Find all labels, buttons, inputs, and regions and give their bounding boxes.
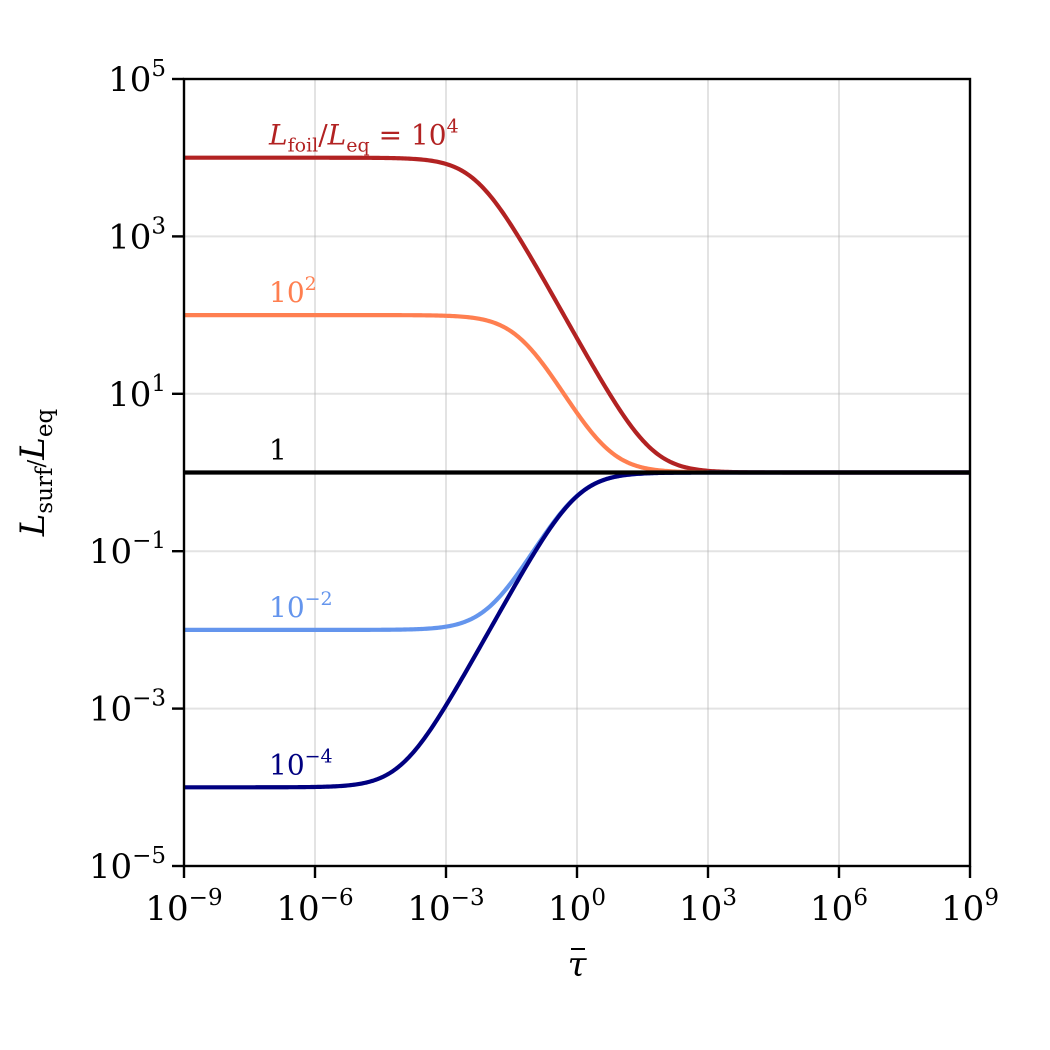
tick-exponent: 3	[151, 213, 166, 239]
label-part: 10	[269, 276, 305, 309]
tick-base: 10	[108, 60, 151, 100]
label-part: 4	[447, 116, 459, 138]
x-axis-label: τ	[568, 945, 588, 985]
tick-exponent: −3	[132, 686, 166, 712]
y-tick-label: 10−1	[89, 528, 166, 572]
label-part: L	[327, 119, 347, 152]
tick-base: 10	[679, 889, 722, 929]
x-tick-label: 10−9	[145, 885, 222, 929]
y-label-part: /	[24, 459, 50, 467]
series-label-3: 10−2	[269, 588, 333, 624]
x-tick-label: 10−3	[407, 885, 484, 929]
tick-exponent: 5	[151, 56, 166, 82]
y-axis-label: Lsurf/Leq	[13, 409, 58, 538]
tick-exponent: −9	[189, 885, 223, 911]
label-part: /	[318, 119, 328, 152]
series-layer	[183, 155, 971, 790]
tick-base: 10	[89, 532, 132, 572]
series-label-2: 1	[269, 434, 287, 467]
tick-exponent: 1	[151, 371, 166, 397]
x-axis: 10−9 10−6 10−3 100 103 106 109	[145, 866, 999, 929]
tick-exponent: −3	[451, 885, 485, 911]
tick-base: 10	[108, 217, 151, 257]
y-tick-label: 105	[108, 56, 166, 100]
tick-base: 10	[276, 889, 319, 929]
label-part: 2	[305, 273, 317, 295]
label-part: 10	[269, 748, 305, 781]
tick-exponent: 3	[722, 885, 737, 911]
tick-exponent: 0	[591, 885, 606, 911]
label-part: = 10	[370, 119, 447, 152]
tick-exponent: −5	[132, 843, 166, 869]
y-tick-label: 10−3	[89, 686, 166, 730]
tick-base: 10	[145, 889, 188, 929]
series-label-0: Lfoil/Leq = 104	[268, 116, 459, 157]
label-part: 10	[269, 591, 305, 624]
y-tick-label: 101	[108, 371, 166, 415]
x-tick-label: 100	[548, 885, 606, 929]
label-part: −2	[305, 588, 333, 610]
tick-exponent: 6	[853, 885, 868, 911]
x-tick-label: 103	[679, 885, 737, 929]
tick-base: 10	[89, 690, 132, 730]
y-label-part: surf	[32, 466, 58, 514]
series-label-4: 10−4	[269, 745, 333, 781]
tick-exponent: 9	[984, 885, 999, 911]
tick-base: 10	[108, 375, 151, 415]
label-part: 1	[269, 434, 287, 467]
label-part: eq	[346, 135, 369, 157]
y-tick-label: 10−5	[89, 843, 166, 887]
series-label-1: 102	[269, 273, 317, 309]
tick-base: 10	[407, 889, 450, 929]
tick-base: 10	[548, 889, 591, 929]
x-tick-label: 106	[810, 885, 868, 929]
tick-exponent: −1	[132, 528, 166, 554]
y-label-part: L	[13, 437, 53, 461]
tick-base: 10	[89, 847, 132, 887]
y-label-part: L	[13, 514, 53, 538]
x-tick-label: 109	[941, 885, 999, 929]
x-label-symbol: τ	[568, 945, 588, 985]
tick-exponent: −6	[320, 885, 354, 911]
y-tick-label: 103	[108, 213, 166, 257]
y-label-part: eq	[32, 409, 58, 438]
tick-base: 10	[810, 889, 853, 929]
label-part: −4	[305, 745, 333, 767]
tick-base: 10	[941, 889, 984, 929]
x-tick-label: 10−6	[276, 885, 353, 929]
label-part: L	[268, 119, 288, 152]
label-part: foil	[288, 135, 319, 157]
